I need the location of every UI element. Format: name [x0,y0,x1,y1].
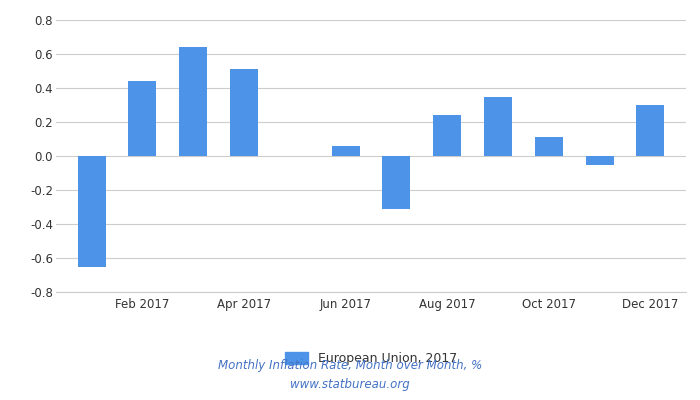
Text: Monthly Inflation Rate, Month over Month, %: Monthly Inflation Rate, Month over Month… [218,360,482,372]
Bar [433,115,461,156]
Bar [636,105,664,156]
Bar [382,156,410,209]
Bar [484,96,512,156]
Bar [128,81,156,156]
Bar [78,156,106,266]
Bar [230,69,258,156]
Bar [332,146,360,156]
Legend: European Union, 2017: European Union, 2017 [280,347,462,370]
Bar [179,47,207,156]
Bar [586,156,614,164]
Bar [535,137,563,156]
Text: www.statbureau.org: www.statbureau.org [290,378,410,391]
